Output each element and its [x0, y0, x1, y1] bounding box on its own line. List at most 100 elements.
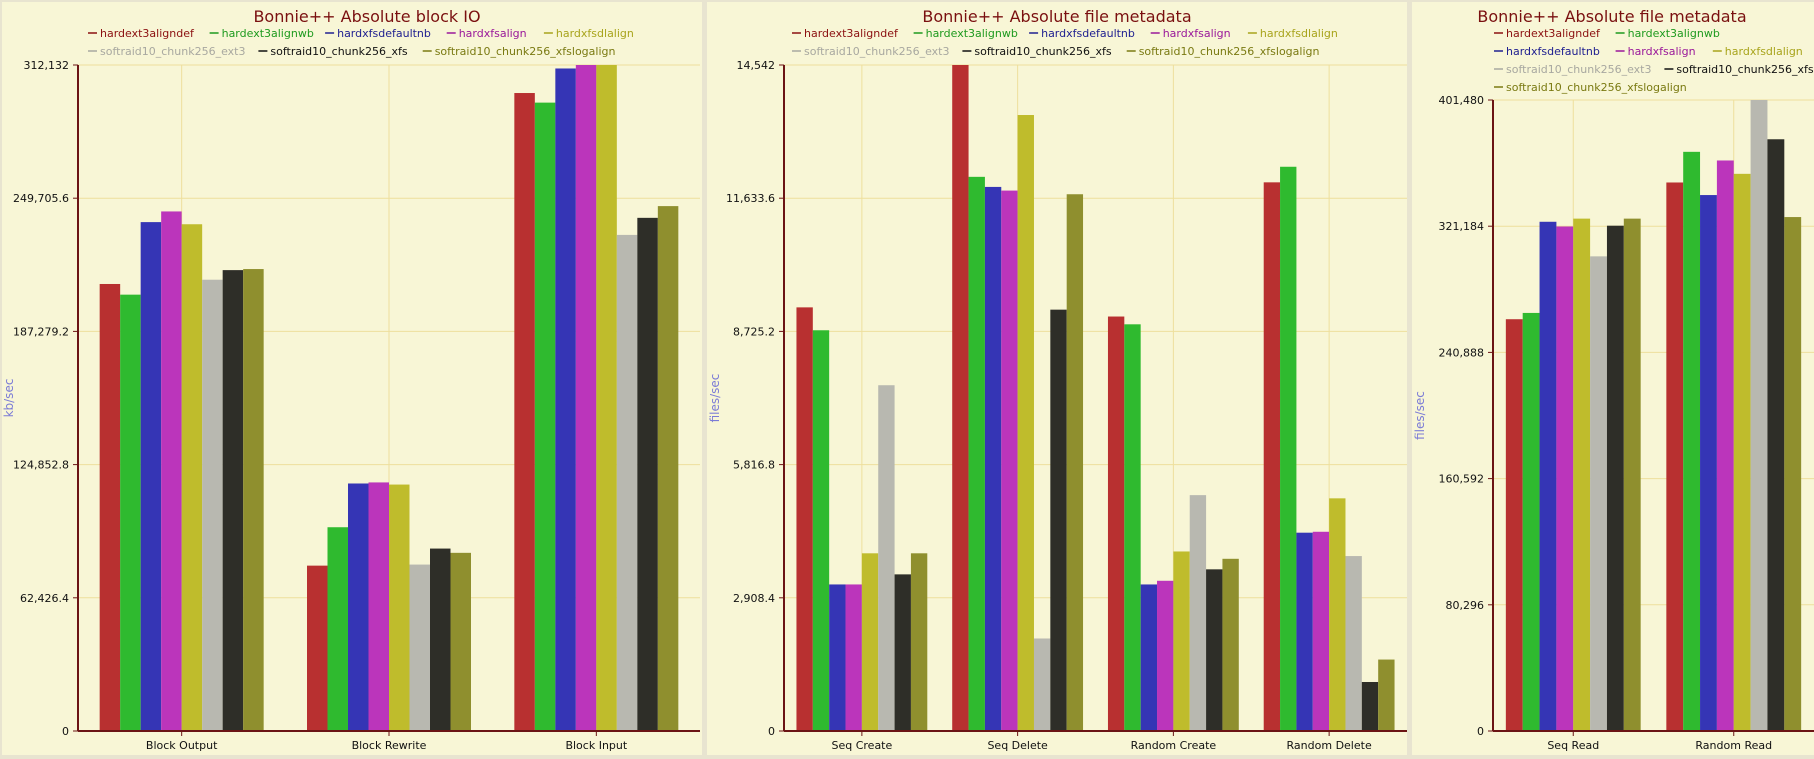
bar [161, 211, 182, 731]
bar [1522, 312, 1540, 731]
legend-entry: softraid10_chunk256_xfs [270, 45, 407, 58]
bar [1189, 495, 1207, 731]
y-tick-label: 2,908.4 [733, 592, 775, 605]
bar [1573, 218, 1591, 732]
y-tick-label: 5,816.8 [733, 459, 775, 472]
bar [616, 234, 638, 731]
chart-panel-1: Bonnie++ Absolute block IO hardext3alignd… [2, 2, 702, 755]
y-tick-label: 0 [62, 725, 69, 738]
legend-entry: hardext3aligndef [1506, 27, 1601, 40]
legend-entry: hardxfsdlalign [1260, 27, 1338, 40]
bar [657, 206, 679, 731]
bar [202, 279, 223, 731]
bar [1345, 556, 1362, 731]
legend-entry: hardext3alignwb [222, 27, 314, 40]
x-category-label: Random Read [1695, 739, 1772, 752]
bar [1001, 190, 1018, 731]
x-category-label: Random Create [1131, 739, 1217, 752]
bar [910, 553, 928, 731]
bar [1750, 100, 1768, 731]
legend-entry: softraid10_chunk256_xfslogalign [1506, 81, 1687, 94]
x-category-label: Seq Delete [987, 739, 1048, 752]
y-tick-label: 80,296 [1446, 599, 1485, 612]
y-tick-label: 8,725.2 [733, 325, 775, 338]
y-tick-label: 401,480 [1439, 94, 1485, 107]
bar [861, 553, 879, 731]
bar [514, 93, 535, 732]
y-tick-label: 11,633.6 [726, 192, 775, 205]
bar [1173, 551, 1190, 731]
legend-entry: hardxfsdlalign [1725, 45, 1803, 58]
y-tick-label: 14,542 [737, 59, 776, 72]
bar [1312, 531, 1330, 731]
y-tick-label: 321,184 [1439, 220, 1485, 233]
bar [389, 484, 410, 731]
x-category-label: Seq Create [831, 739, 892, 752]
bar [1556, 226, 1574, 731]
bar [1683, 151, 1701, 731]
bar [1590, 256, 1607, 731]
bar [1700, 195, 1717, 732]
bar [140, 222, 162, 731]
x-category-label: Block Rewrite [352, 739, 427, 752]
y-tick-label: 240,888 [1439, 346, 1485, 359]
bar [812, 330, 830, 731]
y-tick-label: 124,852.8 [13, 459, 69, 472]
bar [327, 527, 348, 731]
bar [637, 217, 658, 731]
legend-entry: hardxfsalign [459, 27, 527, 40]
legend-entry: hardext3alignwb [926, 27, 1018, 40]
bar [243, 269, 264, 731]
bar [222, 270, 244, 731]
x-category-label: Seq Read [1547, 739, 1599, 752]
bar [952, 65, 969, 731]
bar [348, 483, 369, 731]
bar [575, 65, 597, 731]
bar [1124, 324, 1141, 731]
bar [1378, 659, 1395, 731]
bar [894, 574, 911, 731]
bar [1767, 139, 1785, 731]
legend-entry: hardxfsalign [1628, 45, 1696, 58]
bar [878, 385, 895, 731]
bar [1280, 166, 1297, 732]
legend-entry: hardext3aligndef [100, 27, 195, 40]
x-category-label: Random Delete [1287, 739, 1372, 752]
bar [450, 552, 471, 731]
bar [1050, 309, 1067, 731]
bar [1716, 160, 1734, 732]
y-tick-label: 0 [1477, 725, 1484, 738]
bar [1296, 532, 1313, 731]
bar [181, 224, 203, 732]
bar [1606, 225, 1624, 731]
bar [1017, 115, 1034, 731]
y-axis-label: files/sec [1413, 391, 1427, 440]
legend-entry: hardxfsdlalign [556, 27, 634, 40]
bar [829, 584, 846, 731]
y-axis-label: files/sec [708, 374, 722, 423]
bar [307, 565, 328, 731]
legend-entry: softraid10_chunk256_ext3 [804, 45, 949, 58]
legend-entry: hardext3alignwb [1628, 27, 1720, 40]
chart-title: Bonnie++ Absolute block IO [253, 7, 480, 26]
legend-entry: softraid10_chunk256_xfs [1676, 63, 1813, 76]
bar [430, 548, 451, 731]
legend-entry: hardxfsalign [1163, 27, 1231, 40]
chart-panel-2: Bonnie++ Absolute file metadatahardext3a… [707, 2, 1407, 755]
legend-entry: softraid10_chunk256_xfslogalign [435, 45, 616, 58]
bar [1666, 182, 1684, 732]
bar [596, 65, 617, 731]
bar [1539, 221, 1557, 731]
legend-entry: hardxfsdefaultnb [1506, 45, 1600, 58]
bar [1140, 584, 1158, 731]
bar [1066, 194, 1084, 731]
bar [1157, 580, 1174, 731]
bar [968, 176, 985, 732]
x-category-label: Block Input [565, 739, 627, 752]
bar [796, 307, 813, 731]
bar [1505, 319, 1523, 731]
y-tick-label: 0 [768, 725, 775, 738]
chart-title: Bonnie++ Absolute file metadata [1477, 7, 1746, 26]
bar [555, 68, 576, 731]
